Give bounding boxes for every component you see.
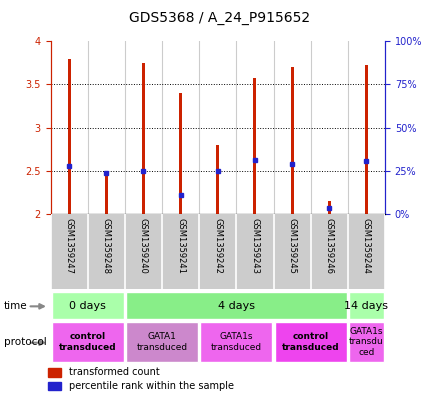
Text: transformed count: transformed count bbox=[69, 367, 160, 377]
Text: GSM1359241: GSM1359241 bbox=[176, 218, 185, 274]
Bar bbox=[68, 59, 71, 214]
Bar bbox=[48, 382, 62, 390]
Bar bbox=[126, 321, 198, 362]
Bar bbox=[200, 321, 272, 362]
Bar bbox=[142, 63, 145, 214]
Text: GSM1359248: GSM1359248 bbox=[102, 218, 111, 274]
Bar bbox=[365, 66, 368, 214]
Text: GSM1359247: GSM1359247 bbox=[65, 218, 73, 274]
Text: GSM1359245: GSM1359245 bbox=[288, 218, 297, 274]
Bar bbox=[52, 321, 124, 362]
Bar bbox=[349, 292, 384, 319]
Text: time: time bbox=[4, 301, 27, 310]
Bar bbox=[48, 368, 62, 377]
Text: protocol: protocol bbox=[4, 337, 46, 347]
Bar bbox=[291, 67, 293, 214]
Bar bbox=[216, 145, 219, 214]
Text: GATA1
transduced: GATA1 transduced bbox=[136, 332, 187, 352]
Text: 0 days: 0 days bbox=[70, 301, 106, 310]
Text: control
transduced: control transduced bbox=[282, 332, 340, 352]
Bar bbox=[349, 321, 384, 362]
Text: GSM1359240: GSM1359240 bbox=[139, 218, 148, 274]
Text: GSM1359246: GSM1359246 bbox=[325, 218, 334, 274]
Bar bbox=[52, 292, 124, 319]
Text: 14 days: 14 days bbox=[345, 301, 389, 310]
Text: percentile rank within the sample: percentile rank within the sample bbox=[69, 381, 234, 391]
Bar bbox=[179, 93, 182, 214]
Text: control
transduced: control transduced bbox=[59, 332, 117, 352]
Text: GATA1s
transdu
ced: GATA1s transdu ced bbox=[349, 327, 384, 357]
Bar bbox=[253, 77, 257, 214]
Text: GSM1359242: GSM1359242 bbox=[213, 218, 222, 274]
Text: GATA1s
transduced: GATA1s transduced bbox=[211, 332, 262, 352]
Bar bbox=[275, 321, 347, 362]
Text: 4 days: 4 days bbox=[218, 301, 255, 310]
Text: GDS5368 / A_24_P915652: GDS5368 / A_24_P915652 bbox=[129, 11, 311, 25]
Text: GSM1359244: GSM1359244 bbox=[362, 218, 371, 274]
Text: GSM1359243: GSM1359243 bbox=[250, 218, 260, 274]
Bar bbox=[328, 201, 331, 214]
Bar bbox=[126, 292, 347, 319]
Bar bbox=[105, 171, 108, 214]
